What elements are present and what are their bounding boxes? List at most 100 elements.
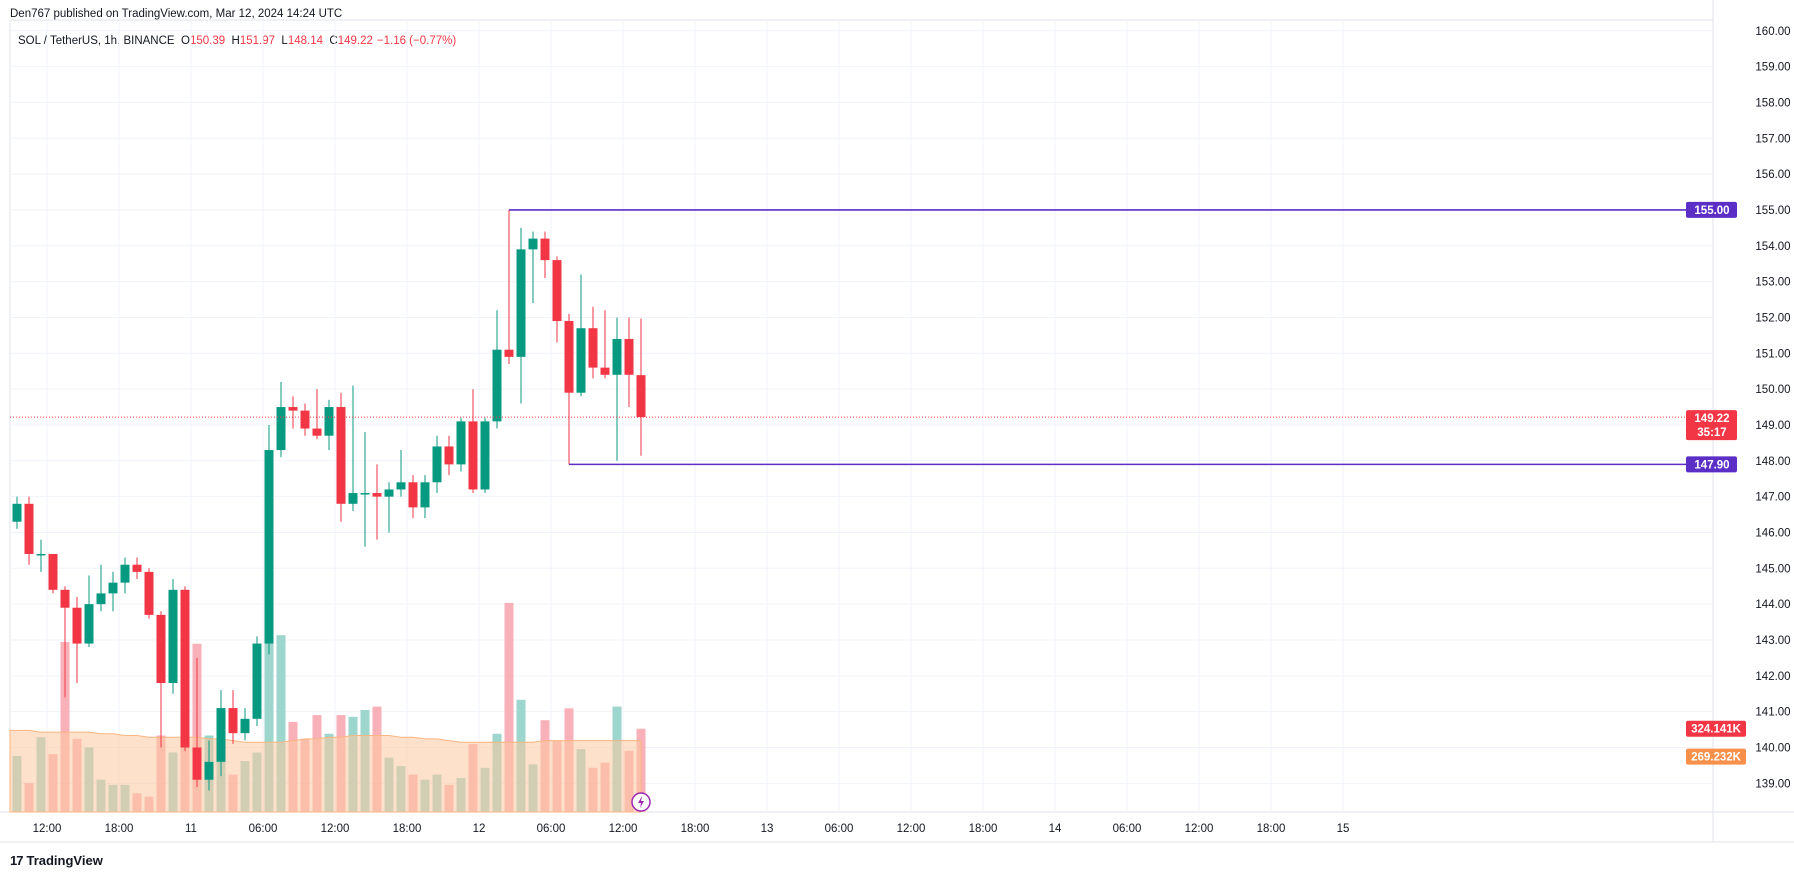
candle-body[interactable] xyxy=(420,482,430,508)
level-price-tag xyxy=(1686,201,1737,218)
candle-body[interactable] xyxy=(624,338,634,375)
price-tick-label: 160.00 xyxy=(1755,26,1790,38)
candle-body[interactable] xyxy=(60,589,70,608)
candle-body[interactable] xyxy=(564,321,574,393)
candle-body[interactable] xyxy=(600,367,610,375)
price-tick-label: 141.00 xyxy=(1755,707,1790,719)
tradingview-logo[interactable]: 17 TradingView xyxy=(10,853,103,868)
volume-ma-tag xyxy=(1686,748,1746,765)
time-tick-label: 12:00 xyxy=(897,823,926,835)
candle-body[interactable] xyxy=(576,328,586,393)
candle-body[interactable] xyxy=(516,249,526,357)
time-tick-label: 12:00 xyxy=(321,823,350,835)
candle-body[interactable] xyxy=(96,593,106,605)
candle-body[interactable] xyxy=(408,482,418,508)
time-tick-label: 12:00 xyxy=(609,823,638,835)
time-tick-label: 06:00 xyxy=(249,823,278,835)
candle-body[interactable] xyxy=(324,407,334,436)
candle-body[interactable] xyxy=(24,503,34,554)
price-tick-label: 159.00 xyxy=(1755,62,1790,74)
candle-body[interactable] xyxy=(468,421,478,490)
candle-body[interactable] xyxy=(132,564,142,572)
candle-body[interactable] xyxy=(156,614,166,683)
price-tick-label: 149.00 xyxy=(1755,420,1790,432)
candle-body[interactable] xyxy=(84,604,94,644)
candle-body[interactable] xyxy=(348,493,358,504)
volume-value-tag xyxy=(1686,720,1746,737)
candle-body[interactable] xyxy=(36,553,46,556)
candle-body[interactable] xyxy=(504,349,514,357)
price-tick-label: 148.00 xyxy=(1755,456,1790,468)
volume-value-tag-label: 324.141K xyxy=(1691,724,1742,736)
candle-body[interactable] xyxy=(552,260,562,322)
candle-body[interactable] xyxy=(240,718,250,734)
candle-body[interactable] xyxy=(432,446,442,483)
candle-body[interactable] xyxy=(168,589,178,683)
candle-body[interactable] xyxy=(528,238,538,250)
candle-body[interactable] xyxy=(228,708,238,734)
price-tick-label: 147.00 xyxy=(1755,492,1790,504)
volume-bar xyxy=(504,602,514,812)
candle-body[interactable] xyxy=(12,503,22,522)
level-price-tag-label: 147.90 xyxy=(1694,459,1729,471)
candle-body[interactable] xyxy=(204,761,214,780)
last-price-tag xyxy=(1686,410,1737,441)
tradingview-logo-mark: 17 xyxy=(10,853,24,868)
time-tick-label: 11 xyxy=(185,823,197,835)
candle-body[interactable] xyxy=(216,708,226,762)
candle-body[interactable] xyxy=(108,582,118,594)
candle-body[interactable] xyxy=(372,493,382,497)
candle-body[interactable] xyxy=(276,407,286,451)
candle-body[interactable] xyxy=(180,589,190,748)
price-tick-label: 146.00 xyxy=(1755,527,1790,539)
candle-body[interactable] xyxy=(444,446,454,465)
lightning-bolt-glyph xyxy=(638,796,644,808)
time-tick-label: 15 xyxy=(1337,823,1350,835)
time-tick-label: 13 xyxy=(761,823,774,835)
high-value: 151.97 xyxy=(239,35,276,47)
candle-body[interactable] xyxy=(336,407,346,504)
candle-body[interactable] xyxy=(540,238,550,261)
time-tick-label: 12 xyxy=(473,823,486,835)
candle-body[interactable] xyxy=(312,428,322,436)
time-tick-label: 18:00 xyxy=(105,823,134,835)
candle-body[interactable] xyxy=(192,747,202,780)
price-tick-label: 140.00 xyxy=(1755,742,1790,754)
candle-body[interactable] xyxy=(252,643,262,719)
price-tick-label: 142.00 xyxy=(1755,671,1790,683)
candle-body[interactable] xyxy=(120,564,130,583)
close-value: 149.22 xyxy=(337,35,373,47)
volume-bar xyxy=(276,635,286,812)
candle-body[interactable] xyxy=(288,407,298,411)
level-price-tag-label: 155.00 xyxy=(1694,205,1729,217)
volume-bar xyxy=(60,642,70,812)
candle-body[interactable] xyxy=(48,553,58,590)
change-value: −1.16 (−0.77%) xyxy=(376,35,457,47)
open-value: 150.39 xyxy=(189,35,226,47)
candle-body[interactable] xyxy=(456,421,466,465)
candle-body[interactable] xyxy=(72,607,82,644)
candle-body[interactable] xyxy=(396,482,406,490)
candle-body[interactable] xyxy=(588,328,598,368)
candle-body[interactable] xyxy=(264,450,274,644)
price-tick-label: 145.00 xyxy=(1755,563,1790,575)
candle-body[interactable] xyxy=(144,571,154,615)
price-tick-label: 158.00 xyxy=(1755,97,1790,109)
candle-body[interactable] xyxy=(300,410,310,429)
time-tick-label: 18:00 xyxy=(681,823,710,835)
price-tick-label: 139.00 xyxy=(1755,778,1790,790)
symbol-name[interactable]: SOL / TetherUS, 1h, BINANCE xyxy=(18,35,175,47)
candle-body[interactable] xyxy=(612,338,622,375)
price-tick-label: 154.00 xyxy=(1755,241,1790,253)
candle-body[interactable] xyxy=(360,493,370,495)
price-tick-label: 150.00 xyxy=(1755,384,1790,396)
candle-body[interactable] xyxy=(384,489,394,497)
candle-body[interactable] xyxy=(636,375,646,418)
candle-body[interactable] xyxy=(480,421,490,490)
time-tick-label: 14 xyxy=(1049,823,1062,835)
low-label: L xyxy=(281,35,288,47)
time-tick-label: 18:00 xyxy=(969,823,998,835)
candle-body[interactable] xyxy=(492,349,502,422)
volume-ma-area xyxy=(9,729,642,813)
